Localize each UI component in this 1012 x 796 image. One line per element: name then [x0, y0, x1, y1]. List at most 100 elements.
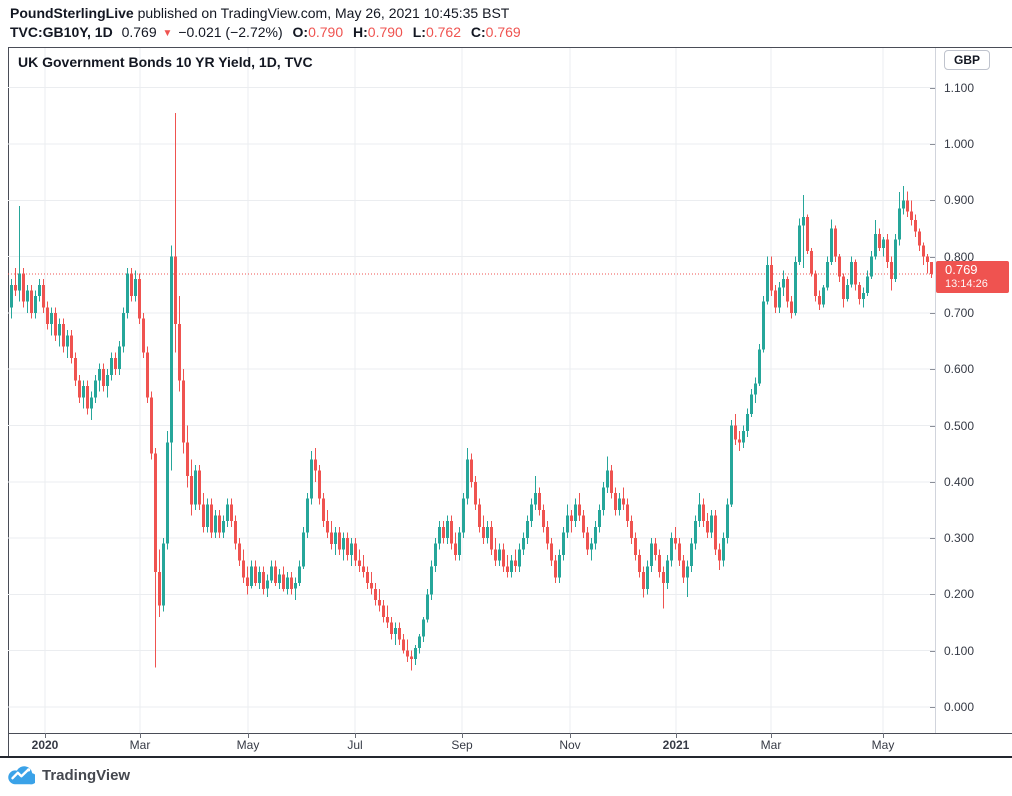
price-axis-tick [930, 707, 935, 708]
price-axis-tick [930, 200, 935, 202]
tradingview-cloud-icon [8, 766, 35, 785]
candle [542, 510, 545, 527]
candle [730, 425, 733, 505]
candle [78, 380, 81, 398]
chart-title: UK Government Bonds 10 YR Yield, 1D, TVC [18, 54, 313, 70]
time-axis-separator [8, 733, 1012, 734]
candle [58, 324, 61, 336]
candle [822, 287, 825, 305]
candle [754, 383, 757, 395]
candle [858, 284, 861, 299]
candle [682, 560, 685, 578]
candle [310, 459, 313, 499]
candle [854, 262, 857, 285]
candle [778, 287, 781, 308]
candle [538, 493, 541, 510]
candle [390, 622, 393, 634]
publish-header: PoundSterlingLive published on TradingVi… [10, 4, 1000, 44]
candle [866, 276, 869, 294]
price-axis-label: 0.200 [944, 587, 975, 602]
candle [254, 566, 257, 584]
candle [106, 374, 109, 387]
price-axis-label: 0.800 [944, 249, 975, 264]
tradingview-logo[interactable]: TradingView [8, 765, 130, 785]
time-axis-label: May [236, 738, 260, 752]
candle [334, 532, 337, 544]
candle [462, 498, 465, 533]
candle [482, 526, 485, 539]
chart-pane[interactable] [8, 48, 935, 733]
candle [130, 273, 133, 296]
candle [290, 577, 293, 589]
candle [766, 265, 769, 302]
candle [90, 397, 93, 409]
candle [446, 521, 449, 539]
candle [298, 566, 301, 584]
candle [114, 357, 117, 370]
candle [690, 543, 693, 567]
candle [190, 476, 193, 505]
candle [62, 324, 65, 347]
candle [826, 262, 829, 288]
arrow-down-icon: ▼ [162, 28, 173, 39]
candle [746, 414, 749, 432]
candle [602, 487, 605, 510]
candle [570, 515, 573, 522]
time-axis-label: Mar [129, 738, 151, 752]
last-price-tag: 0.769 13:14:26 [936, 261, 1009, 293]
candle [26, 290, 29, 302]
candle [674, 538, 677, 544]
candle [202, 504, 205, 527]
candle [346, 538, 349, 555]
open-value: 0.790 [308, 24, 344, 40]
candle [622, 498, 625, 505]
candle [70, 335, 73, 358]
candle [814, 273, 817, 296]
candle [930, 262, 933, 274]
candle [518, 549, 521, 567]
candle [694, 521, 697, 544]
time-axis-tick [771, 733, 772, 738]
candle [46, 307, 49, 325]
low-value: 0.762 [425, 24, 461, 40]
currency-badge[interactable]: GBP [944, 50, 991, 70]
time-axis-tick [140, 733, 141, 738]
candle [222, 521, 225, 533]
candle [686, 566, 689, 578]
candle [178, 324, 181, 381]
candle [658, 555, 661, 572]
time-axis-tick [248, 733, 249, 738]
candle [166, 442, 169, 544]
candle [526, 521, 529, 539]
open-label: O: [292, 24, 309, 40]
candle [566, 515, 569, 533]
header-change: −0.021 (−2.72%) [178, 24, 283, 40]
candle [374, 588, 377, 601]
candle [210, 504, 213, 533]
candle [158, 571, 161, 606]
candle [918, 231, 921, 246]
price-axis-tick [930, 538, 935, 540]
candle [394, 628, 397, 634]
candle [338, 532, 341, 550]
candle [846, 284, 849, 299]
time-axis-tick [45, 733, 46, 738]
price-axis-tick [930, 369, 935, 371]
close-label: C: [470, 24, 486, 40]
candle [586, 532, 589, 550]
publisher-name: PoundSterlingLive [10, 5, 134, 21]
candle [14, 284, 17, 291]
candle [726, 504, 729, 539]
candle [214, 515, 217, 533]
candle [646, 566, 649, 589]
candle [22, 273, 25, 302]
price-axis-label: 1.100 [944, 80, 975, 95]
candle [154, 453, 157, 572]
candle [350, 543, 353, 555]
price-axis-tick [930, 87, 935, 89]
candle [266, 580, 269, 589]
tradingview-logo-text: TradingView [42, 766, 131, 784]
candle [490, 526, 493, 550]
candle [494, 549, 497, 561]
candle [514, 560, 517, 567]
